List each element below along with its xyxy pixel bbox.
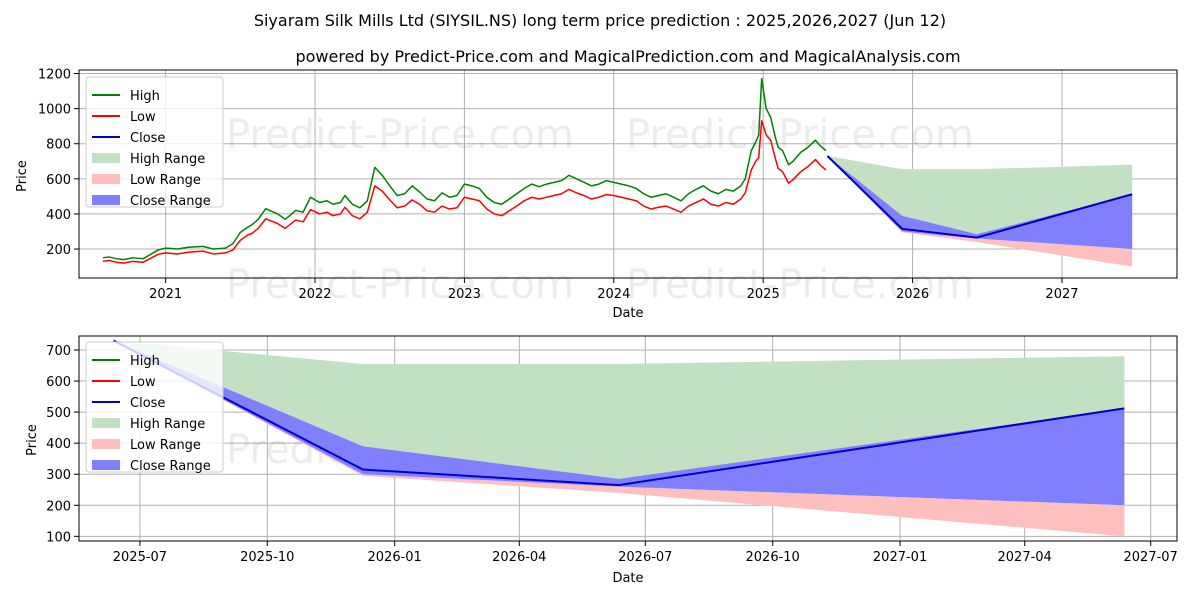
bottom-ylabel: Price — [25, 424, 40, 456]
top-xtick-label: 2027 — [1045, 287, 1078, 302]
legend-low: Low — [130, 375, 156, 390]
bottom-xtick-label: 2027-01 — [873, 550, 927, 565]
legend-low: Low — [130, 110, 156, 125]
bottom-series — [113, 339, 1125, 537]
legend-low-range-swatch — [92, 174, 120, 184]
watermark: Predict-Price.com — [626, 112, 974, 158]
close-forecast-line — [113, 339, 1125, 487]
bottom-xlabel: Date — [612, 571, 643, 586]
bottom-ytick-label: 700 — [46, 344, 71, 359]
legend-close-range: Close Range — [130, 459, 211, 474]
top-xtick-label: 2025 — [747, 287, 780, 302]
bottom-xtick-label: 2027-04 — [998, 550, 1052, 565]
top-ytick-label: 1200 — [38, 68, 71, 83]
bottom-xtick-label: 2026-07 — [618, 550, 672, 565]
watermark: Predict-Price.com — [226, 262, 574, 308]
bottom-xtick-label: 2026-01 — [368, 550, 422, 565]
bottom-ticks: 2025-07 2025-10 2026-01 2026-04 2026-07 2026-… — [46, 344, 1178, 565]
top-chart: Predict-Price.com Predict-Price.com Predic… — [15, 68, 1178, 321]
legend-low-range: Low Range — [130, 438, 201, 453]
top-xlabel: Date — [612, 306, 643, 321]
legend-high-range-swatch — [92, 418, 120, 428]
low-range-area — [113, 340, 1125, 537]
legend-high: High — [130, 354, 160, 369]
legend-low-range-swatch — [92, 439, 120, 449]
top-xtick-label: 2021 — [149, 287, 182, 302]
close-range-area — [113, 340, 1125, 506]
top-ytick-label: 600 — [46, 173, 71, 188]
bottom-xtick-label: 2026-10 — [746, 550, 800, 565]
top-ticks: 2021 2022 2023 2024 2025 2026 2027 200 400 600 800… — [38, 68, 1079, 302]
watermark: Predict-Price.com — [226, 112, 574, 158]
top-legend: High Low Close High Range Low Range Close Ran… — [85, 76, 224, 209]
top-xtick-label: 2024 — [597, 287, 630, 302]
top-xtick-label: 2023 — [448, 287, 481, 302]
bottom-ytick-label: 400 — [46, 437, 71, 452]
legend-high-range: High Range — [130, 152, 205, 167]
legend-box — [85, 341, 224, 473]
low-range-area — [827, 156, 1133, 267]
top-watermarks: Predict-Price.com Predict-Price.com Predic… — [226, 112, 974, 308]
bottom-xtick-label: 2026-04 — [492, 550, 546, 565]
high-range-area — [113, 340, 1125, 479]
legend-high-range: High Range — [130, 417, 205, 432]
bottom-legend: High Low Close High Range Low Range Close Ran… — [85, 341, 224, 474]
high-line — [102, 78, 827, 261]
bottom-ytick-label: 600 — [46, 375, 71, 390]
close-forecast-line — [826, 155, 1133, 239]
top-ytick-label: 1000 — [38, 103, 71, 118]
bottom-xtick-label: 2025-10 — [240, 550, 294, 565]
top-ytick-label: 200 — [46, 243, 71, 258]
top-xtick-label: 2026 — [896, 287, 929, 302]
bottom-ytick-label: 200 — [46, 499, 71, 514]
chart-title: Siyaram Silk Mills Ltd (SIYSIL.NS) long … — [254, 11, 946, 30]
low-line — [102, 120, 827, 264]
bottom-plot-frame — [78, 335, 1178, 542]
bottom-ytick-label: 500 — [46, 406, 71, 421]
close-range-area — [827, 156, 1133, 250]
legend-box — [85, 76, 224, 208]
bottom-xtick-label: 2025-07 — [113, 550, 167, 565]
legend-close: Close — [130, 396, 165, 411]
legend-high-range-swatch — [92, 153, 120, 163]
legend-close: Close — [130, 131, 165, 146]
top-ylabel: Price — [15, 160, 30, 192]
watermark: Predict-Price.com — [626, 262, 974, 308]
high-range-area — [827, 156, 1133, 235]
chart-subtitle: powered by Predict-Price.com and Magical… — [295, 47, 960, 66]
top-ytick-label: 400 — [46, 208, 71, 223]
legend-low-range: Low Range — [130, 173, 201, 188]
bottom-xtick-label: 2027-07 — [1124, 550, 1178, 565]
bottom-ytick-label: 300 — [46, 468, 71, 483]
top-plot-frame — [78, 69, 1178, 279]
legend-close-range-swatch — [92, 460, 120, 470]
legend-close-range-swatch — [92, 195, 120, 205]
top-ytick-label: 800 — [46, 138, 71, 153]
top-series — [102, 78, 1133, 267]
top-xtick-label: 2022 — [298, 287, 331, 302]
bottom-ytick-label: 100 — [46, 530, 71, 545]
legend-high: High — [130, 89, 160, 104]
legend-close-range: Close Range — [130, 194, 211, 209]
